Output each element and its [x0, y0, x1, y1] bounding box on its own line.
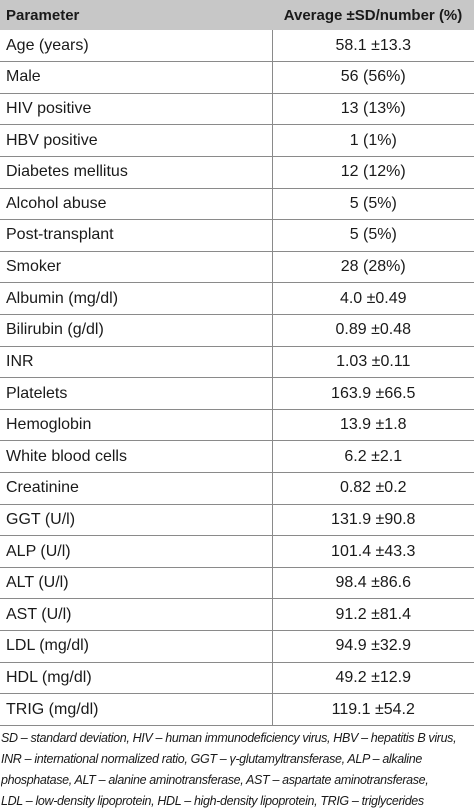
cell-parameter: HIV positive — [0, 93, 273, 125]
footnote-line: LDL – low-density lipoprotein, HDL – hig… — [1, 794, 424, 808]
cell-parameter: GGT (U/l) — [0, 504, 273, 536]
header-value: Average ±SD/number (%) — [283, 6, 463, 24]
cell-value: 5 (5%) — [349, 194, 397, 212]
cell-value: 0.82 ±0.2 — [339, 479, 407, 497]
cell-parameter: Smoker — [0, 251, 273, 283]
cell-parameter: Bilirubin (g/dl) — [0, 314, 273, 347]
cell-value: 12 (12%) — [340, 163, 406, 181]
cell-parameter: Albumin (mg/dl) — [0, 282, 273, 315]
footnote-line: phosphatase, ALT – alanine aminotransfer… — [1, 773, 429, 787]
table-row: Male 56 (56%) — [0, 61, 474, 94]
table-row: Diabetes mellitus 12 (12%) — [0, 156, 474, 189]
cell-parameter: LDL (mg/dl) — [0, 630, 273, 663]
cell-parameter: Age (years) — [0, 30, 273, 62]
header-parameter: Parameter — [6, 6, 80, 24]
cell-value: 28 (28%) — [340, 258, 406, 276]
cell-value: 101.4 ±43.3 — [331, 542, 416, 560]
cell-parameter: TRIG (mg/dl) — [0, 693, 273, 726]
cell-value: 94.9 ±32.9 — [335, 637, 411, 655]
cell-parameter: Post-transplant — [0, 219, 273, 252]
cell-value: 13 (13%) — [340, 100, 406, 118]
table-row: Platelets 163.9 ±66.5 — [0, 377, 474, 410]
cell-parameter: ALP (U/l) — [0, 535, 273, 568]
table-row: HBV positive 1 (1%) — [0, 124, 474, 157]
cell-value: 58.1 ±13.3 — [335, 36, 411, 54]
table-header: Parameter Average ±SD/number (%) — [0, 0, 474, 30]
patient-characteristics-table: Parameter Average ±SD/number (%) Age (ye… — [0, 0, 474, 726]
cell-parameter: INR — [0, 346, 273, 378]
table-footnote: SD – standard deviation, HIV – human imm… — [0, 728, 474, 812]
table-row: GGT (U/l) 131.9 ±90.8 — [0, 504, 474, 536]
cell-value: 98.4 ±86.6 — [335, 574, 411, 592]
cell-value: 6.2 ±2.1 — [344, 447, 403, 465]
footnote-line: SD – standard deviation, HIV – human imm… — [1, 731, 457, 745]
table-body: Age (years) 58.1 ±13.3 Male 56 (56%) HIV pos… — [0, 30, 474, 726]
table-row: Age (years) 58.1 ±13.3 — [0, 30, 474, 62]
cell-parameter: Platelets — [0, 377, 273, 410]
table-row: TRIG (mg/dl) 119.1 ±54.2 — [0, 693, 474, 726]
cell-value: 13.9 ±1.8 — [339, 416, 407, 434]
cell-parameter: AST (U/l) — [0, 598, 273, 631]
cell-parameter: Creatinine — [0, 472, 273, 505]
cell-value: 4.0 ±0.49 — [339, 289, 407, 307]
cell-parameter: ALT (U/l) — [0, 567, 273, 599]
table-row: White blood cells 6.2 ±2.1 — [0, 440, 474, 473]
cell-parameter: Alcohol abuse — [0, 188, 273, 220]
table-header-row: Parameter Average ±SD/number (%) — [0, 0, 474, 30]
patient-characteristics-table-container: Parameter Average ±SD/number (%) Age (ye… — [0, 0, 474, 726]
table-row: Creatinine 0.82 ±0.2 — [0, 472, 474, 505]
table-row: HDL (mg/dl) 49.2 ±12.9 — [0, 662, 474, 694]
cell-value: 91.2 ±81.4 — [335, 605, 411, 623]
cell-value: 163.9 ±66.5 — [331, 384, 416, 402]
cell-value: 0.89 ±0.48 — [335, 321, 411, 339]
table-row: Albumin (mg/dl) 4.0 ±0.49 — [0, 282, 474, 315]
table-row: AST (U/l) 91.2 ±81.4 — [0, 598, 474, 631]
cell-value: 5 (5%) — [349, 226, 397, 244]
cell-parameter: HDL (mg/dl) — [0, 662, 273, 694]
cell-value: 49.2 ±12.9 — [335, 668, 411, 686]
cell-parameter: Male — [0, 61, 273, 94]
table-row: Alcohol abuse 5 (5%) — [0, 188, 474, 220]
footnote-line: INR – international normalized ratio, GG… — [1, 752, 422, 766]
cell-value: 131.9 ±90.8 — [331, 510, 416, 528]
table-row: Smoker 28 (28%) — [0, 251, 474, 283]
cell-value: 119.1 ±54.2 — [331, 700, 415, 718]
cell-parameter: Diabetes mellitus — [0, 156, 273, 189]
cell-value: 56 (56%) — [340, 68, 406, 86]
cell-value: 1.03 ±0.11 — [336, 352, 411, 370]
table-row: Bilirubin (g/dl) 0.89 ±0.48 — [0, 314, 474, 347]
table-row: ALP (U/l) 101.4 ±43.3 — [0, 535, 474, 568]
table-row: INR 1.03 ±0.11 — [0, 346, 474, 378]
table-row: HIV positive 13 (13%) — [0, 93, 474, 125]
table-row: LDL (mg/dl) 94.9 ±32.9 — [0, 630, 474, 663]
cell-parameter: HBV positive — [0, 124, 273, 157]
table-row: Hemoglobin 13.9 ±1.8 — [0, 409, 474, 441]
cell-value: 1 (1%) — [349, 131, 397, 149]
cell-parameter: White blood cells — [0, 440, 273, 473]
table-row: ALT (U/l) 98.4 ±86.6 — [0, 567, 474, 599]
table-row: Post-transplant 5 (5%) — [0, 219, 474, 252]
cell-parameter: Hemoglobin — [0, 409, 273, 441]
